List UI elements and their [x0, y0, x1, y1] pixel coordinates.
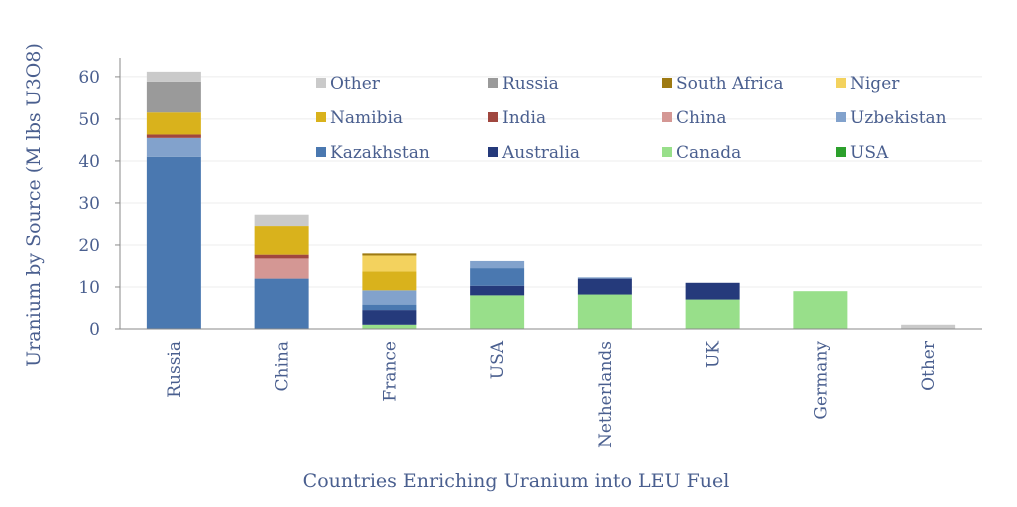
legend-label: Australia — [501, 143, 580, 163]
legend-swatch — [836, 78, 846, 88]
x-tick-label: China — [273, 341, 293, 391]
y-tick-labels: 0 10 20 30 40 50 60 — [78, 68, 100, 340]
bar-usa-canada — [470, 295, 525, 329]
bars — [146, 71, 956, 329]
legend-label: Namibia — [330, 108, 403, 128]
legend-swatch — [316, 78, 326, 88]
bar-france-canada — [362, 324, 417, 329]
x-tick-labels: Russia China France USA Netherlands UK Germany… — [165, 340, 939, 448]
bar-uk-canada — [685, 299, 740, 329]
axes — [115, 58, 982, 330]
x-tick-label: Netherlands — [596, 341, 616, 448]
legend-swatch — [662, 78, 672, 88]
y-axis-title: Uranium by Source (M lbs U3O8) — [23, 43, 45, 367]
bar-russia-namibia — [146, 112, 201, 135]
bar-france-uzbekistan — [362, 290, 417, 305]
legend-swatch — [488, 147, 498, 157]
legend-label: Niger — [850, 74, 900, 94]
x-tick-label: Other — [919, 340, 939, 391]
bar-france-australia — [362, 310, 417, 325]
bar-netherlands-australia — [577, 278, 632, 295]
x-tick-label: France — [380, 341, 400, 402]
legend-label: Kazakhstan — [330, 143, 430, 163]
legend-label: Other — [330, 74, 381, 94]
bar-russia-uzbekistan — [146, 137, 201, 157]
legend-swatch — [316, 147, 326, 157]
bar-uk-australia — [685, 282, 740, 300]
bar-russia-india — [146, 134, 201, 138]
y-tick-label: 20 — [78, 236, 100, 256]
legend-swatch — [488, 112, 498, 122]
legend-swatch — [662, 147, 672, 157]
y-tick-label: 40 — [78, 152, 100, 172]
y-tick-label: 0 — [89, 320, 100, 340]
bar-russia-russia — [146, 81, 201, 113]
legend-swatch — [836, 147, 846, 157]
legend-label: Russia — [502, 74, 559, 94]
y-tick-label: 30 — [78, 194, 100, 214]
x-tick-label: USA — [488, 340, 508, 379]
legend-label: Canada — [676, 143, 741, 163]
bar-germany-canada — [793, 291, 848, 329]
bar-france-niger — [362, 255, 417, 272]
bar-china-india — [254, 254, 309, 259]
x-axis-title: Countries Enriching Uranium into LEU Fue… — [303, 470, 730, 492]
y-tick-label: 60 — [78, 68, 100, 88]
bar-usa-kazakhstan — [470, 268, 525, 286]
legend: Other Russia South Africa Niger Namibia India… — [316, 74, 947, 163]
legend-label: China — [676, 108, 726, 128]
legend-swatch — [488, 78, 498, 88]
bar-russia-other — [146, 71, 201, 82]
bar-netherlands-canada — [577, 294, 632, 329]
bar-other-other — [901, 324, 956, 329]
bar-usa-australia — [470, 285, 525, 296]
x-tick-label: UK — [704, 341, 724, 368]
bar-china-kazakhstan — [254, 278, 309, 329]
bar-france-namibia — [362, 271, 417, 291]
bar-usa-uzbekistan — [470, 260, 525, 269]
legend-swatch — [662, 112, 672, 122]
y-tick-label: 10 — [78, 278, 100, 298]
bar-france-south-africa — [362, 253, 417, 256]
bar-china-other — [254, 214, 309, 227]
bar-china-china — [254, 258, 309, 279]
bar-russia-kazakhstan — [146, 156, 201, 329]
y-tick-label: 50 — [78, 110, 100, 130]
legend-label: India — [502, 108, 546, 128]
legend-label: Uzbekistan — [850, 108, 947, 128]
legend-swatch — [316, 112, 326, 122]
bar-netherlands-uzbekistan — [577, 277, 632, 279]
legend-label: USA — [850, 143, 889, 163]
bar-china-namibia — [254, 226, 309, 255]
x-tick-label: Russia — [165, 341, 185, 398]
bar-france-kazakhstan — [362, 304, 417, 311]
legend-label: South Africa — [676, 74, 784, 94]
x-tick-label: Germany — [811, 341, 831, 420]
legend-swatch — [836, 112, 846, 122]
